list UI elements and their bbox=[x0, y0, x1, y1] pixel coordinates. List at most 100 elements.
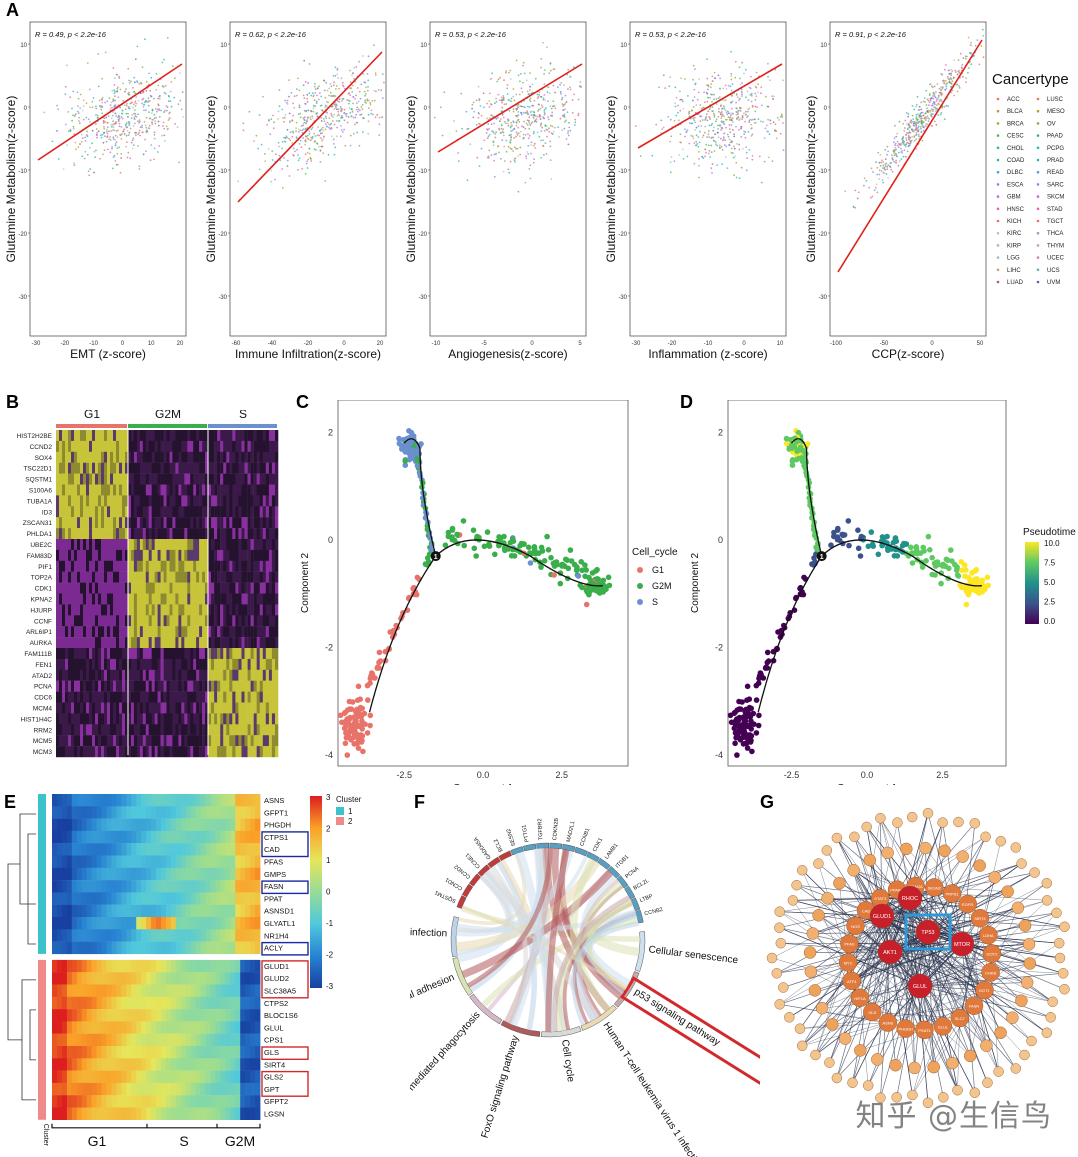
data-point bbox=[948, 77, 950, 80]
heat-cell bbox=[220, 495, 224, 507]
data-point bbox=[564, 94, 567, 97]
heat-cell bbox=[275, 582, 279, 594]
heat-cell bbox=[265, 626, 270, 638]
heat-cell bbox=[125, 735, 129, 747]
data-point bbox=[552, 100, 555, 103]
data-point bbox=[711, 106, 714, 108]
heat-cell bbox=[217, 517, 221, 529]
heat-cell bbox=[89, 517, 93, 529]
data-point bbox=[574, 118, 577, 121]
data-point bbox=[304, 80, 307, 83]
data-point bbox=[488, 100, 491, 102]
gene-label: HJURP bbox=[30, 607, 52, 614]
data-point bbox=[126, 103, 128, 105]
data-point bbox=[127, 112, 129, 115]
heat-cell bbox=[268, 484, 273, 496]
data-point bbox=[332, 84, 335, 87]
data-point bbox=[741, 82, 743, 84]
data-point bbox=[730, 124, 733, 126]
heat-cell bbox=[139, 571, 144, 583]
data-point bbox=[315, 102, 318, 105]
data-point bbox=[78, 122, 81, 125]
data-point bbox=[298, 106, 301, 109]
heat-cell bbox=[142, 680, 147, 692]
data-point bbox=[139, 126, 142, 128]
x-tick-label: -50 bbox=[880, 341, 889, 347]
heat-cell bbox=[166, 560, 170, 572]
data-point bbox=[145, 116, 148, 119]
data-point bbox=[563, 127, 566, 130]
heat-cell bbox=[193, 648, 197, 660]
data-point bbox=[362, 73, 365, 75]
data-point bbox=[540, 130, 543, 132]
data-point bbox=[755, 86, 758, 89]
data-point bbox=[101, 101, 104, 104]
heat-cell bbox=[119, 702, 123, 714]
heat-cell bbox=[122, 669, 126, 681]
heat-cell bbox=[247, 593, 251, 605]
data-point bbox=[908, 130, 911, 132]
data-point bbox=[102, 141, 105, 144]
x-tick-label: 20 bbox=[177, 341, 184, 347]
data-point bbox=[57, 158, 60, 160]
heat-cell bbox=[83, 473, 87, 485]
gene-label: AURKA bbox=[30, 640, 53, 647]
heat-cell bbox=[98, 658, 102, 670]
heat-cell bbox=[128, 539, 132, 551]
data-point bbox=[332, 138, 335, 141]
heat-cell bbox=[220, 691, 224, 703]
heat-cell bbox=[59, 702, 63, 714]
data-point bbox=[501, 139, 504, 142]
heat-cell bbox=[232, 451, 236, 463]
data-point bbox=[138, 119, 141, 121]
data-point bbox=[757, 83, 759, 86]
data-point bbox=[356, 87, 359, 89]
data-point bbox=[439, 106, 442, 109]
heat-cell bbox=[187, 637, 191, 649]
data-point bbox=[110, 117, 113, 120]
heat-cell bbox=[122, 648, 126, 660]
heat-cell bbox=[271, 560, 276, 572]
data-point bbox=[311, 92, 314, 94]
heat-cell bbox=[160, 658, 164, 670]
heat-cell bbox=[83, 440, 87, 452]
heat-cell bbox=[181, 462, 185, 474]
data-point bbox=[544, 99, 547, 102]
heat-cell bbox=[160, 473, 164, 485]
heat-cell bbox=[113, 484, 117, 496]
heat-cell bbox=[196, 658, 200, 670]
heat-cell bbox=[151, 440, 155, 452]
heat-cell bbox=[163, 702, 167, 714]
heat-cell bbox=[175, 724, 179, 736]
data-point bbox=[728, 112, 730, 115]
heat-cell bbox=[190, 658, 194, 670]
heat-cell bbox=[154, 593, 158, 605]
data-point bbox=[769, 119, 772, 122]
heat-cell bbox=[196, 506, 200, 518]
heat-cell bbox=[184, 484, 188, 496]
heat-cell bbox=[244, 746, 248, 758]
data-point bbox=[918, 115, 920, 117]
heat-cell bbox=[65, 560, 69, 572]
data-point bbox=[509, 160, 512, 163]
heat-cell bbox=[175, 484, 179, 496]
heat-cell bbox=[116, 495, 120, 507]
heat-cell bbox=[268, 691, 273, 703]
data-point bbox=[131, 139, 134, 141]
heat-cell bbox=[98, 549, 102, 561]
data-point bbox=[321, 109, 324, 112]
data-point bbox=[723, 108, 726, 110]
heat-cell bbox=[250, 604, 254, 616]
heat-cell bbox=[163, 495, 167, 507]
data-point bbox=[708, 124, 711, 127]
heat-cell bbox=[83, 746, 87, 758]
heat-cell bbox=[128, 528, 132, 540]
data-point bbox=[890, 162, 892, 164]
heat-cell bbox=[56, 528, 60, 540]
heat-cell bbox=[250, 451, 254, 463]
data-point bbox=[486, 102, 488, 105]
heat-cell bbox=[256, 658, 260, 670]
heat-cell bbox=[184, 680, 188, 692]
heat-cell bbox=[244, 724, 248, 736]
